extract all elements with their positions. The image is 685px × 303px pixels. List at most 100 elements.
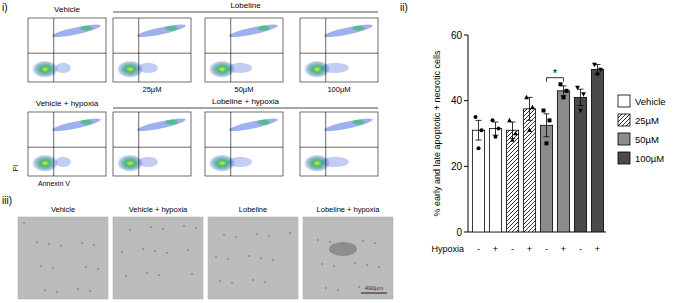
texture <box>264 281 266 283</box>
texture <box>48 243 50 245</box>
data-point <box>527 128 532 132</box>
texture <box>195 227 197 229</box>
flow-cluster <box>136 116 186 133</box>
texture <box>223 234 225 236</box>
y-tick-label: 20 <box>451 161 463 172</box>
data-point <box>565 89 569 93</box>
data-point <box>598 68 603 72</box>
data-point <box>530 105 535 109</box>
texture <box>329 242 357 256</box>
flow-cluster <box>138 63 158 73</box>
panel-label: ii) <box>400 2 408 13</box>
texture <box>154 250 156 252</box>
flow-cluster <box>81 26 93 31</box>
data-point <box>592 63 597 67</box>
data-point <box>524 95 529 99</box>
flow-cluster <box>166 26 178 31</box>
image-label: Lobeline + hypoxia <box>317 205 381 214</box>
data-point <box>474 115 478 119</box>
data-point <box>477 146 481 150</box>
axis-title: Hypoxia <box>431 244 464 254</box>
quadrant-line <box>230 112 231 176</box>
data-point <box>497 127 501 131</box>
x-tick-label: + <box>527 244 532 254</box>
error-bar <box>578 89 584 105</box>
flow-frame <box>113 112 191 176</box>
axis-label: PI <box>12 165 19 172</box>
texture <box>358 286 360 288</box>
texture <box>231 282 233 284</box>
texture <box>183 225 185 227</box>
significance-label: * <box>553 67 558 79</box>
texture <box>374 242 376 244</box>
panel-label: i) <box>2 2 8 13</box>
legend-swatch <box>618 95 630 107</box>
texture <box>146 272 148 274</box>
flow-plot <box>205 18 283 82</box>
data-point <box>595 73 600 77</box>
group-line <box>113 12 378 13</box>
flow-cluster <box>51 116 101 133</box>
axis-title: % early and late apoptotic + necrotic ce… <box>432 50 442 216</box>
flow-frame <box>205 18 283 82</box>
flow-frame <box>205 112 283 176</box>
texture <box>366 264 368 266</box>
data-point <box>545 141 549 145</box>
panel-label: iii) <box>2 195 12 206</box>
texture <box>125 275 127 277</box>
error-bar <box>544 114 550 137</box>
texture <box>52 267 54 269</box>
concentration-label: 100µM <box>327 85 350 94</box>
texture <box>121 251 123 253</box>
bar <box>574 97 586 232</box>
texture <box>235 236 237 238</box>
texture <box>158 274 160 276</box>
data-point <box>559 82 563 86</box>
flow-cluster <box>51 22 101 39</box>
micrograph <box>303 217 393 299</box>
bar <box>540 125 552 232</box>
texture <box>44 289 46 291</box>
bar <box>472 130 484 232</box>
flow-frame <box>113 18 191 82</box>
x-tick-label: - <box>579 244 582 254</box>
texture <box>329 241 331 243</box>
flow-plot <box>28 112 106 176</box>
flow-frame <box>300 112 378 176</box>
error-bar <box>510 122 516 138</box>
texture <box>150 226 152 228</box>
quadrant-line <box>113 147 191 148</box>
flow-cluster <box>228 63 252 73</box>
concentration-label: 25µM <box>143 85 162 94</box>
texture <box>97 268 99 270</box>
texture <box>333 265 335 267</box>
quadrant-line <box>138 112 139 176</box>
quadrant-line <box>28 53 106 54</box>
y-tick <box>464 232 468 233</box>
texture <box>191 273 193 275</box>
quadrant-line <box>113 53 191 54</box>
texture <box>77 288 79 290</box>
quadrant-line <box>205 147 283 148</box>
texture <box>85 266 87 268</box>
data-point <box>542 109 546 113</box>
legend-label: 50µM <box>635 134 659 145</box>
texture <box>40 265 42 267</box>
flow-cluster <box>55 63 71 73</box>
x-tick-label: - <box>545 244 548 254</box>
quadrant-line <box>28 147 106 148</box>
quadrant-line <box>300 53 378 54</box>
group-title: Vehicle <box>54 5 80 14</box>
flow-plot <box>300 112 378 176</box>
legend-label: Vehicle <box>635 96 666 107</box>
bar <box>523 109 535 232</box>
texture <box>219 280 221 282</box>
texture <box>252 279 254 281</box>
flow-cluster <box>258 26 270 31</box>
data-point <box>581 92 586 96</box>
y-tick-label: 0 <box>456 227 462 238</box>
texture <box>354 262 356 264</box>
bar <box>489 129 501 232</box>
texture <box>256 233 258 235</box>
flow-cluster <box>55 157 71 167</box>
